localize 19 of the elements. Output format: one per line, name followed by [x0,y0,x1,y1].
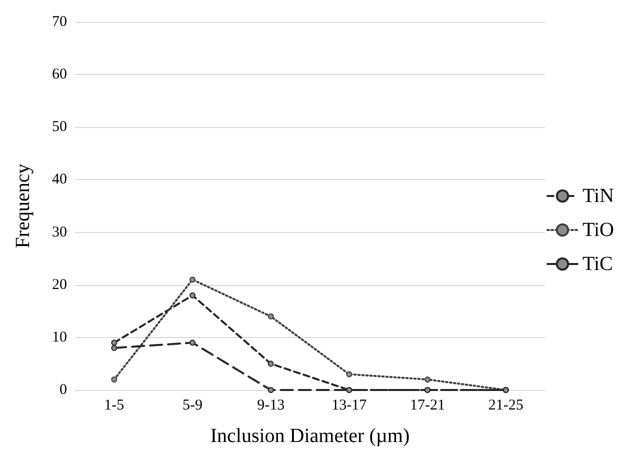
y-tick-label: 0 [60,382,67,398]
y-tick-label: 10 [52,329,67,346]
x-axis-title: Inclusion Diameter (µm) [210,425,410,447]
y-axis-title: Frequency [12,164,34,248]
x-tick-label: 5-9 [182,398,202,414]
legend-label: TiO [582,219,614,241]
legend-label: TiN [582,185,614,207]
x-tick-label: 21-25 [488,398,524,414]
y-tick-label: 60 [52,66,67,83]
y-tick-label: 30 [52,224,67,240]
x-tick-label: 17-21 [410,398,445,414]
x-tick-label: 13-17 [332,398,368,414]
y-tick-label: 70 [52,14,67,30]
y-tick-label: 40 [52,172,67,188]
y-tick-label: 50 [52,119,67,136]
x-tick-label: 1-5 [104,398,124,414]
y-tick-label: 20 [52,276,67,293]
legend-label: TiC [582,253,613,275]
x-tick-label: 9-13 [257,398,285,414]
